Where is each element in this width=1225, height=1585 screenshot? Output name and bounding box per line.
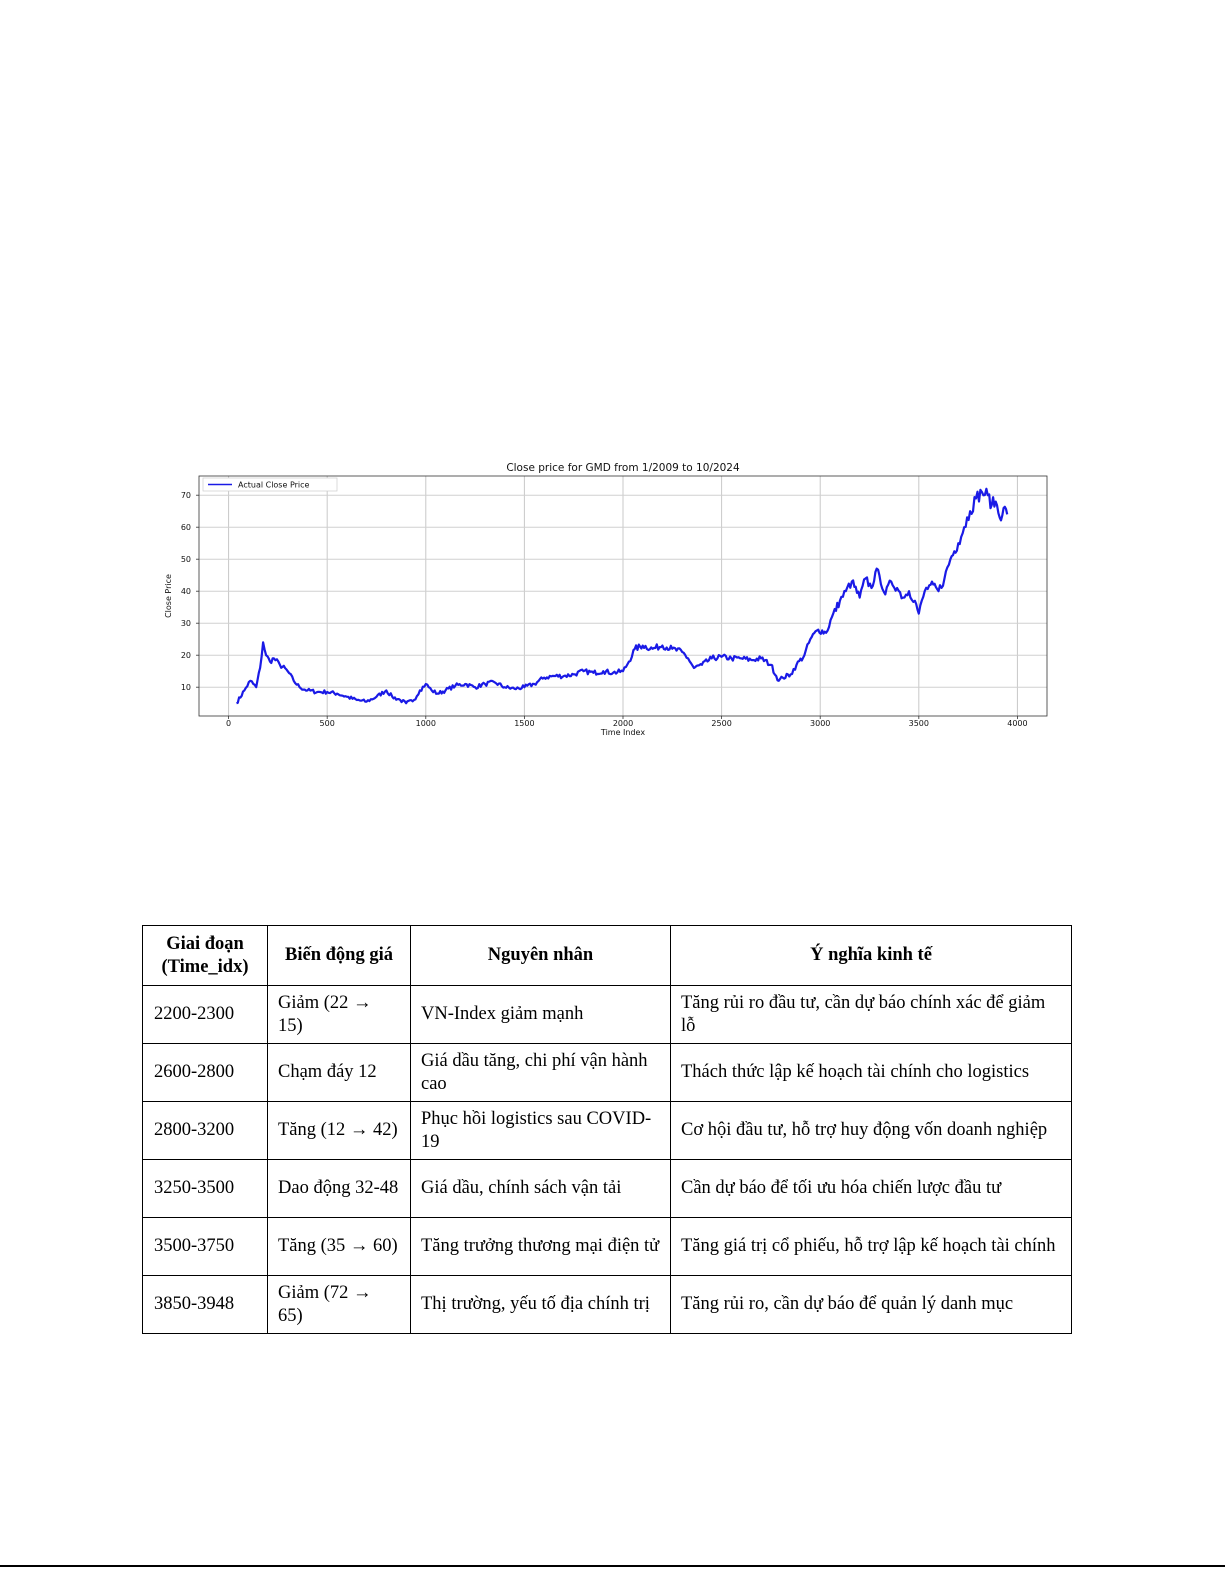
page-bottom-rule	[0, 1565, 1225, 1567]
cell-price-change: Dao động 32-48	[267, 1159, 411, 1218]
y-axis-ticks: 10 20 30 40 50 60 70	[181, 491, 199, 692]
header-cause: Nguyên nhân	[410, 925, 671, 986]
y-tick-label: 10	[181, 683, 191, 692]
cell-price-change: Giảm (72 → 65)	[267, 1275, 411, 1334]
cell-period: 3500-3750	[142, 1217, 268, 1276]
cell-cause: Phục hồi logistics sau COVID-19	[410, 1101, 671, 1160]
cell-price-change: Chạm đáy 12	[267, 1043, 411, 1102]
price-analysis-table: Giai đoạn (Time_idx) Biến động giá Nguyê…	[142, 925, 1072, 1334]
y-tick-label: 50	[181, 555, 191, 564]
x-tick-label: 3000	[810, 719, 830, 728]
cell-period: 3250-3500	[142, 1159, 268, 1218]
table-row: 3500-3750 Tăng (35 → 60) Tăng trưởng thư…	[142, 1217, 1072, 1276]
legend-label: Actual Close Price	[238, 481, 310, 490]
table-header-row: Giai đoạn (Time_idx) Biến động giá Nguyê…	[142, 925, 1072, 986]
x-tick-label: 3500	[909, 719, 929, 728]
table-row: 3850-3948 Giảm (72 → 65) Thị trường, yếu…	[142, 1275, 1072, 1334]
cell-price-change: Tăng (35 → 60)	[267, 1217, 411, 1276]
chart-title: Close price for GMD from 1/2009 to 10/20…	[506, 462, 740, 474]
x-axis-ticks: 0 500 1000 1500 2000 2500 3000 3500 4000	[226, 716, 1028, 728]
x-tick-label: 1000	[416, 719, 436, 728]
cell-cause: Thị trường, yếu tố địa chính trị	[410, 1275, 671, 1334]
y-tick-label: 40	[181, 587, 191, 596]
y-axis-label: Close Price	[164, 574, 173, 618]
cell-economic-meaning: Cơ hội đầu tư, hỗ trợ huy động vốn doanh…	[670, 1101, 1072, 1160]
cell-period: 2600-2800	[142, 1043, 268, 1102]
cell-cause: Tăng trưởng thương mại điện tử	[410, 1217, 671, 1276]
close-price-chart: Close price for GMD from 1/2009 to 10/20…	[140, 440, 1060, 745]
cell-economic-meaning: Cần dự báo để tối ưu hóa chiến lược đầu …	[670, 1159, 1072, 1218]
y-tick-label: 20	[181, 651, 191, 660]
header-economic-meaning: Ý nghĩa kinh tế	[670, 925, 1072, 986]
cell-period: 2200-2300	[142, 985, 268, 1044]
table-row: 2600-2800 Chạm đáy 12 Giá dầu tăng, chi …	[142, 1043, 1072, 1102]
y-tick-label: 30	[181, 619, 191, 628]
cell-price-change: Tăng (12 → 42)	[267, 1101, 411, 1160]
cell-price-change: Giảm (22 → 15)	[267, 985, 411, 1044]
header-period: Giai đoạn (Time_idx)	[142, 925, 268, 986]
header-price-change: Biến động giá	[267, 925, 411, 986]
x-tick-label: 0	[226, 719, 231, 728]
cell-economic-meaning: Thách thức lập kế hoạch tài chính cho lo…	[670, 1043, 1072, 1102]
grid-layer	[199, 476, 1047, 716]
cell-period: 3850-3948	[142, 1275, 268, 1334]
x-tick-label: 4000	[1007, 719, 1027, 728]
table-row: 2800-3200 Tăng (12 → 42) Phục hồi logist…	[142, 1101, 1072, 1160]
cell-cause: VN-Index giảm mạnh	[410, 985, 671, 1044]
x-tick-label: 1500	[514, 719, 534, 728]
y-tick-label: 60	[181, 523, 191, 532]
x-axis-label: Time Index	[600, 728, 645, 737]
cell-economic-meaning: Tăng rủi ro, cần dự báo để quản lý danh …	[670, 1275, 1072, 1334]
cell-cause: Giá dầu, chính sách vận tải	[410, 1159, 671, 1218]
cell-period: 2800-3200	[142, 1101, 268, 1160]
cell-economic-meaning: Tăng giá trị cổ phiếu, hỗ trợ lập kế hoạ…	[670, 1217, 1072, 1276]
chart-legend: Actual Close Price	[202, 477, 338, 492]
x-tick-label: 2000	[613, 719, 633, 728]
table-row: 2200-2300 Giảm (22 → 15) VN-Index giảm m…	[142, 985, 1072, 1044]
table-row: 3250-3500 Dao động 32-48 Giá dầu, chính …	[142, 1159, 1072, 1218]
legend-box	[202, 477, 338, 492]
x-tick-label: 2500	[711, 719, 731, 728]
y-tick-label: 70	[181, 491, 191, 500]
price-line	[236, 487, 1009, 705]
x-tick-label: 500	[320, 719, 335, 728]
cell-cause: Giá dầu tăng, chi phí vận hành cao	[410, 1043, 671, 1102]
cell-economic-meaning: Tăng rủi ro đầu tư, cần dự báo chính xác…	[670, 985, 1072, 1044]
